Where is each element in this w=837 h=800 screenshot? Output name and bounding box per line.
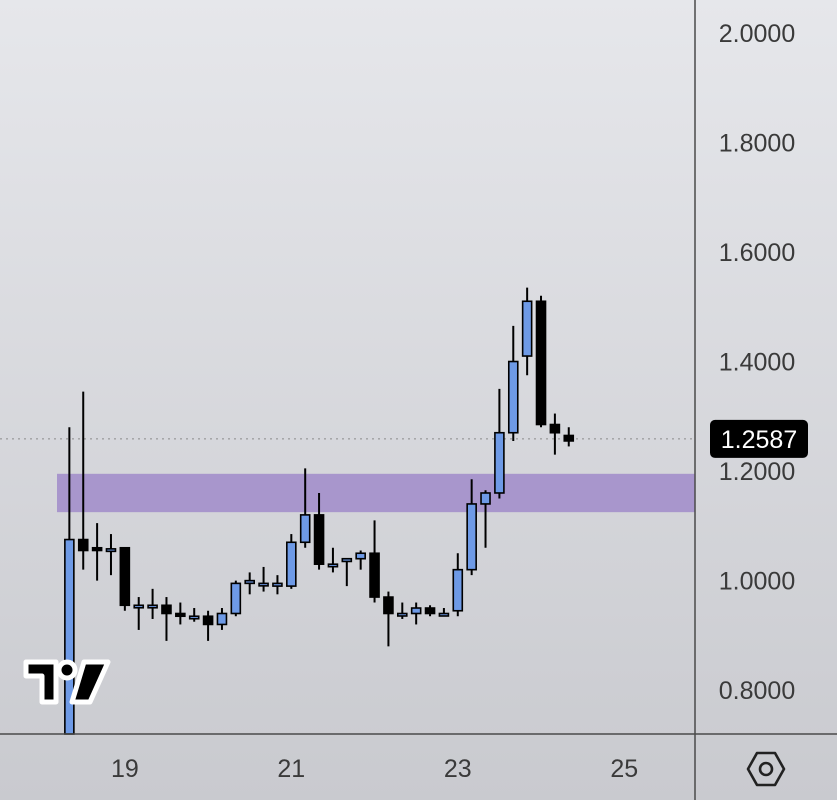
current-price-tag-background xyxy=(710,419,808,458)
settings-hexagon-icon xyxy=(746,751,786,787)
candle xyxy=(383,591,394,647)
candle xyxy=(549,413,561,455)
price-axis[interactable]: 2.0000 1.8000 1.6000 1.4000 1.2000 1.0000 0.80… xyxy=(719,20,795,705)
current-price-tag: 1.2587 xyxy=(710,419,808,458)
price-axis-tick-label: 1.0000 xyxy=(719,568,795,596)
candle-body xyxy=(563,434,575,442)
candle-body xyxy=(202,615,214,626)
candle xyxy=(535,295,547,428)
candle-body xyxy=(216,612,228,626)
candle xyxy=(563,427,575,447)
candle-body xyxy=(494,431,505,494)
candle xyxy=(410,602,422,625)
candle xyxy=(216,608,228,630)
candle xyxy=(355,550,366,570)
candle-body xyxy=(313,514,325,565)
price-axis-tick-label: 1.2000 xyxy=(719,458,795,486)
candle xyxy=(133,597,145,630)
candle xyxy=(299,468,311,548)
time-axis-tick-label: 23 xyxy=(444,755,472,783)
candle xyxy=(119,546,131,611)
candle xyxy=(396,602,408,619)
time-axis[interactable]: 19 21 23 25 xyxy=(111,755,638,783)
settings-button[interactable] xyxy=(740,746,792,792)
candle-body xyxy=(188,615,200,620)
candle-body xyxy=(230,582,242,615)
candle-body xyxy=(341,557,353,563)
candle xyxy=(494,388,505,499)
price-axis-tick-label: 2.0000 xyxy=(719,20,795,48)
candle-body xyxy=(272,582,283,587)
candle xyxy=(507,325,519,441)
candle-body xyxy=(119,546,131,607)
price-zone-layer xyxy=(57,473,695,513)
candle xyxy=(244,572,256,595)
candle-body xyxy=(286,541,297,587)
time-axis-tick-label: 19 xyxy=(111,755,139,783)
price-axis-tick-label: 1.4000 xyxy=(719,349,795,377)
price-axis-tick-label: 1.6000 xyxy=(719,239,795,267)
candle xyxy=(272,575,283,595)
time-axis-tick-label: 25 xyxy=(610,755,638,783)
candle-body xyxy=(535,300,547,426)
candle-body xyxy=(91,546,103,552)
candle xyxy=(230,580,242,617)
candle-body xyxy=(355,552,366,560)
candle-body xyxy=(466,503,477,571)
candle xyxy=(466,479,477,576)
candle xyxy=(91,523,103,581)
candle xyxy=(77,391,89,570)
candle xyxy=(175,602,186,625)
support-resistance-zone xyxy=(57,473,695,513)
candle-body xyxy=(383,596,394,615)
time-axis-tick-label: 21 xyxy=(277,755,305,783)
candle-body xyxy=(105,548,117,553)
candle-body xyxy=(244,579,256,585)
candle xyxy=(161,597,172,641)
candle xyxy=(452,553,464,617)
candle-body xyxy=(521,300,533,357)
candle xyxy=(258,566,269,592)
candle xyxy=(369,520,380,603)
candle-body xyxy=(424,607,436,615)
candle-body xyxy=(327,563,339,568)
price-axis-tick-label: 0.8000 xyxy=(719,677,795,705)
candle xyxy=(188,608,200,622)
candle-body xyxy=(480,492,491,505)
price-axis-tick-label: 1.8000 xyxy=(719,129,795,157)
candle xyxy=(521,287,533,376)
candle-body xyxy=(369,552,380,598)
current-price-tag-label: 1.2587 xyxy=(721,426,797,454)
candle-body xyxy=(161,604,172,615)
candle xyxy=(313,492,325,570)
candle-body xyxy=(133,604,145,609)
candle-body xyxy=(299,514,311,544)
candle-body xyxy=(147,604,158,609)
candle xyxy=(202,610,214,641)
candles-layer xyxy=(64,287,575,735)
candle-body xyxy=(77,538,89,552)
candle xyxy=(480,490,491,548)
candle xyxy=(147,588,158,619)
candle xyxy=(327,547,339,573)
candle xyxy=(286,534,297,589)
candle xyxy=(105,534,117,576)
candle-body xyxy=(452,568,464,612)
candle-body xyxy=(410,607,422,615)
candle-body xyxy=(396,612,408,617)
candle xyxy=(438,608,450,617)
candle-body xyxy=(507,360,519,434)
candle-body xyxy=(175,612,186,618)
candle-body xyxy=(549,423,561,434)
candle-body xyxy=(438,612,450,617)
candle-body xyxy=(258,582,269,587)
tradingview-logo-icon xyxy=(23,659,111,705)
candle xyxy=(424,605,436,617)
candle xyxy=(341,557,353,587)
